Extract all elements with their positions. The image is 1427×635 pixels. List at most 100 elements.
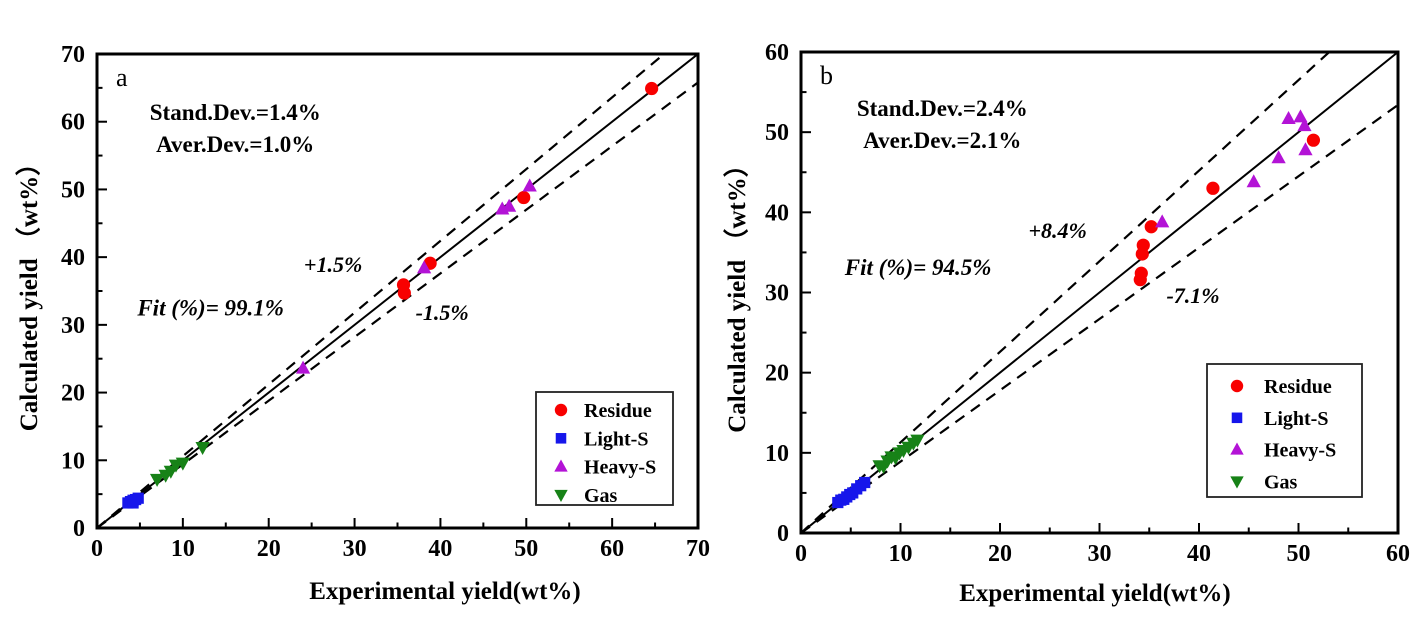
legend-label: Residue bbox=[584, 400, 652, 422]
stats-annotation: Aver.Dev.=2.1% bbox=[863, 128, 1021, 153]
axis-ticks bbox=[800, 51, 1399, 534]
y-tick-label: 60 bbox=[61, 110, 85, 136]
residue-point bbox=[1206, 181, 1220, 195]
series-light-s bbox=[832, 476, 871, 509]
axis-ticks bbox=[96, 53, 699, 529]
residue-point bbox=[1133, 273, 1147, 287]
heavy-s-point bbox=[1281, 110, 1296, 124]
residue-point bbox=[397, 286, 411, 300]
y-axis-title: Calculated yield （wt%） bbox=[14, 151, 43, 432]
x-tick-label: 30 bbox=[343, 536, 367, 562]
residue-point bbox=[517, 190, 531, 205]
band-label-upper: +8.4% bbox=[1029, 218, 1087, 243]
y-tick-label: 50 bbox=[61, 177, 85, 203]
legend-label: Heavy-S bbox=[584, 457, 656, 479]
residue-point bbox=[1144, 220, 1158, 234]
y-tick-label: 0 bbox=[777, 521, 789, 547]
x-tick-label: 70 bbox=[686, 536, 710, 562]
y-tick-label: 40 bbox=[61, 245, 85, 271]
deviation-band-upper bbox=[801, 52, 1331, 533]
y-tick-label: 20 bbox=[765, 361, 789, 387]
heavy-s-point bbox=[522, 178, 537, 192]
x-tick-label: 0 bbox=[795, 541, 807, 567]
panel-a: 0 10 20 30 40 50 60 70 0 10 20 30 40 50 60 70 Experiment… bbox=[14, 42, 710, 605]
legend-label: Heavy-S bbox=[1264, 440, 1336, 462]
legend-triangle-down-icon bbox=[554, 489, 568, 503]
legend: Residue Light-S Heavy-S Gas bbox=[535, 391, 674, 507]
legend-label: Light-S bbox=[584, 428, 648, 450]
y-tick-label: 40 bbox=[765, 200, 789, 226]
x-tick-label: 30 bbox=[1088, 541, 1112, 567]
residue-point bbox=[1135, 247, 1149, 261]
fit-annotation: Fit (%)= 94.5% bbox=[844, 255, 992, 280]
deviation-band-lower bbox=[97, 81, 698, 528]
heavy-s-point bbox=[1246, 174, 1261, 188]
legend-triangle-down-icon bbox=[1230, 476, 1244, 489]
y-tick-label: 30 bbox=[61, 313, 85, 339]
heavy-s-point bbox=[1155, 214, 1170, 228]
x-tick-label: 20 bbox=[257, 536, 281, 562]
legend: Residue Light-S Heavy-S Gas bbox=[1206, 363, 1363, 498]
x-tick-label: 50 bbox=[1287, 541, 1311, 567]
heavy-s-point bbox=[1297, 118, 1312, 132]
deviation-band-lower bbox=[801, 104, 1398, 533]
x-tick-label: 60 bbox=[1386, 541, 1410, 567]
series-gas bbox=[872, 434, 925, 475]
deviation-band-upper bbox=[97, 54, 666, 528]
gas-point bbox=[149, 473, 165, 487]
band-label-upper: +1.5% bbox=[304, 252, 362, 277]
series-gas bbox=[149, 442, 210, 487]
x-axis-title: Experimental yield(wt%) bbox=[959, 580, 1230, 607]
legend-label: Residue bbox=[1264, 376, 1332, 398]
legend-label: Gas bbox=[584, 485, 618, 507]
y-tick-label: 50 bbox=[765, 120, 789, 146]
y-axis-title: Calculated yield （wt%） bbox=[722, 152, 751, 433]
band-label-lower: -1.5% bbox=[416, 300, 469, 325]
y-tick-label: 10 bbox=[61, 448, 85, 474]
series-heavy-s bbox=[295, 178, 537, 374]
x-tick-label: 60 bbox=[600, 536, 624, 562]
gas-point bbox=[910, 434, 925, 448]
light-s-point bbox=[859, 476, 871, 489]
legend-square-icon bbox=[555, 433, 567, 444]
residue-point bbox=[1306, 133, 1321, 147]
heavy-s-point bbox=[495, 201, 510, 215]
heavy-s-point bbox=[295, 360, 311, 374]
fit-annotation: Fit (%)= 99.1% bbox=[136, 295, 284, 320]
x-tick-label: 0 bbox=[91, 536, 103, 562]
light-s-point bbox=[132, 492, 144, 504]
panel-letter: a bbox=[116, 63, 128, 92]
y-tick-label: 70 bbox=[61, 42, 85, 68]
legend-circle-icon bbox=[554, 403, 568, 417]
band-label-lower: -7.1% bbox=[1166, 283, 1219, 308]
gas-point bbox=[175, 457, 190, 471]
heavy-s-point bbox=[1271, 150, 1286, 164]
legend-label: Gas bbox=[1264, 471, 1298, 493]
stats-annotation: Aver.Dev.=1.0% bbox=[156, 132, 314, 157]
x-tick-label: 40 bbox=[1187, 541, 1211, 567]
y-tick-label: 60 bbox=[765, 40, 789, 66]
series-residue bbox=[1133, 133, 1321, 287]
series-light-s bbox=[122, 492, 144, 509]
stats-annotation: Stand.Dev.=2.4% bbox=[857, 96, 1028, 121]
y-tick-label: 0 bbox=[73, 516, 85, 542]
x-tick-label: 10 bbox=[889, 541, 913, 567]
x-tick-label: 20 bbox=[988, 541, 1012, 567]
line-layer bbox=[97, 54, 698, 528]
heavy-s-point bbox=[1298, 142, 1313, 156]
legend-label: Light-S bbox=[1264, 408, 1328, 430]
legend-triangle-up-icon bbox=[554, 459, 568, 472]
series-heavy-s bbox=[1155, 109, 1313, 228]
legend-circle-icon bbox=[1230, 379, 1244, 393]
y-tick-label: 20 bbox=[61, 381, 85, 407]
legend-triangle-up-icon bbox=[1230, 442, 1244, 455]
heavy-s-point bbox=[416, 260, 432, 274]
y-tick-label: 30 bbox=[765, 281, 789, 307]
identity-line bbox=[97, 54, 698, 528]
legend-square-icon bbox=[1231, 412, 1243, 424]
panel-letter: b bbox=[820, 61, 833, 90]
residue-point bbox=[645, 81, 659, 96]
gas-point bbox=[195, 442, 210, 456]
